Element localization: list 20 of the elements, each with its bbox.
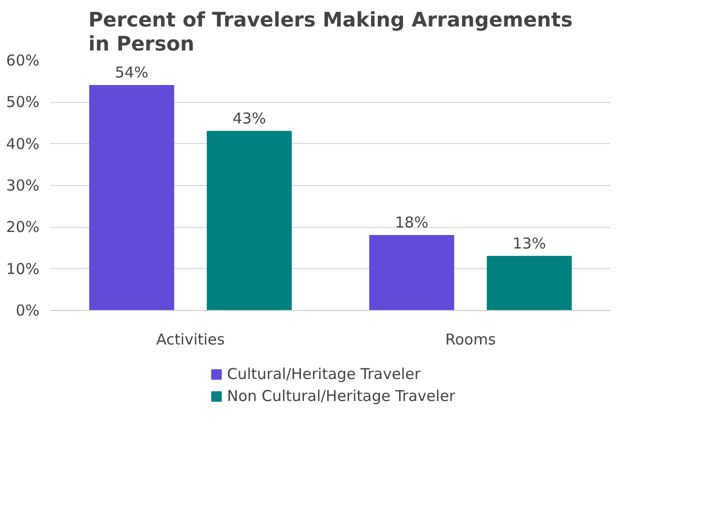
data-label: 13%: [512, 234, 546, 252]
x-tick-label: Activities: [156, 330, 225, 348]
bar: [206, 130, 292, 310]
data-label: 43%: [232, 109, 266, 128]
chart-title: Percent of Travelers Making Arrangements in Person: [88, 8, 573, 56]
y-tick-label: 20%: [6, 218, 40, 236]
legend-label: Non Cultural/Heritage Traveler: [227, 387, 456, 405]
legend-label: Cultural/Heritage Traveler: [227, 365, 421, 383]
y-tick-label: 10%: [6, 260, 40, 278]
y-tick-label: 40%: [6, 134, 40, 153]
y-tick-label: 60%: [6, 52, 40, 70]
bar: [369, 235, 454, 310]
bar: [486, 256, 572, 310]
data-label: 18%: [395, 214, 428, 232]
x-tick-label: Rooms: [445, 330, 496, 348]
data-label: 54%: [115, 64, 148, 82]
y-tick-label: 0%: [16, 302, 40, 320]
y-tick-label: 50%: [6, 93, 40, 112]
y-tick-label: 30%: [6, 176, 40, 194]
bar: [89, 85, 174, 310]
